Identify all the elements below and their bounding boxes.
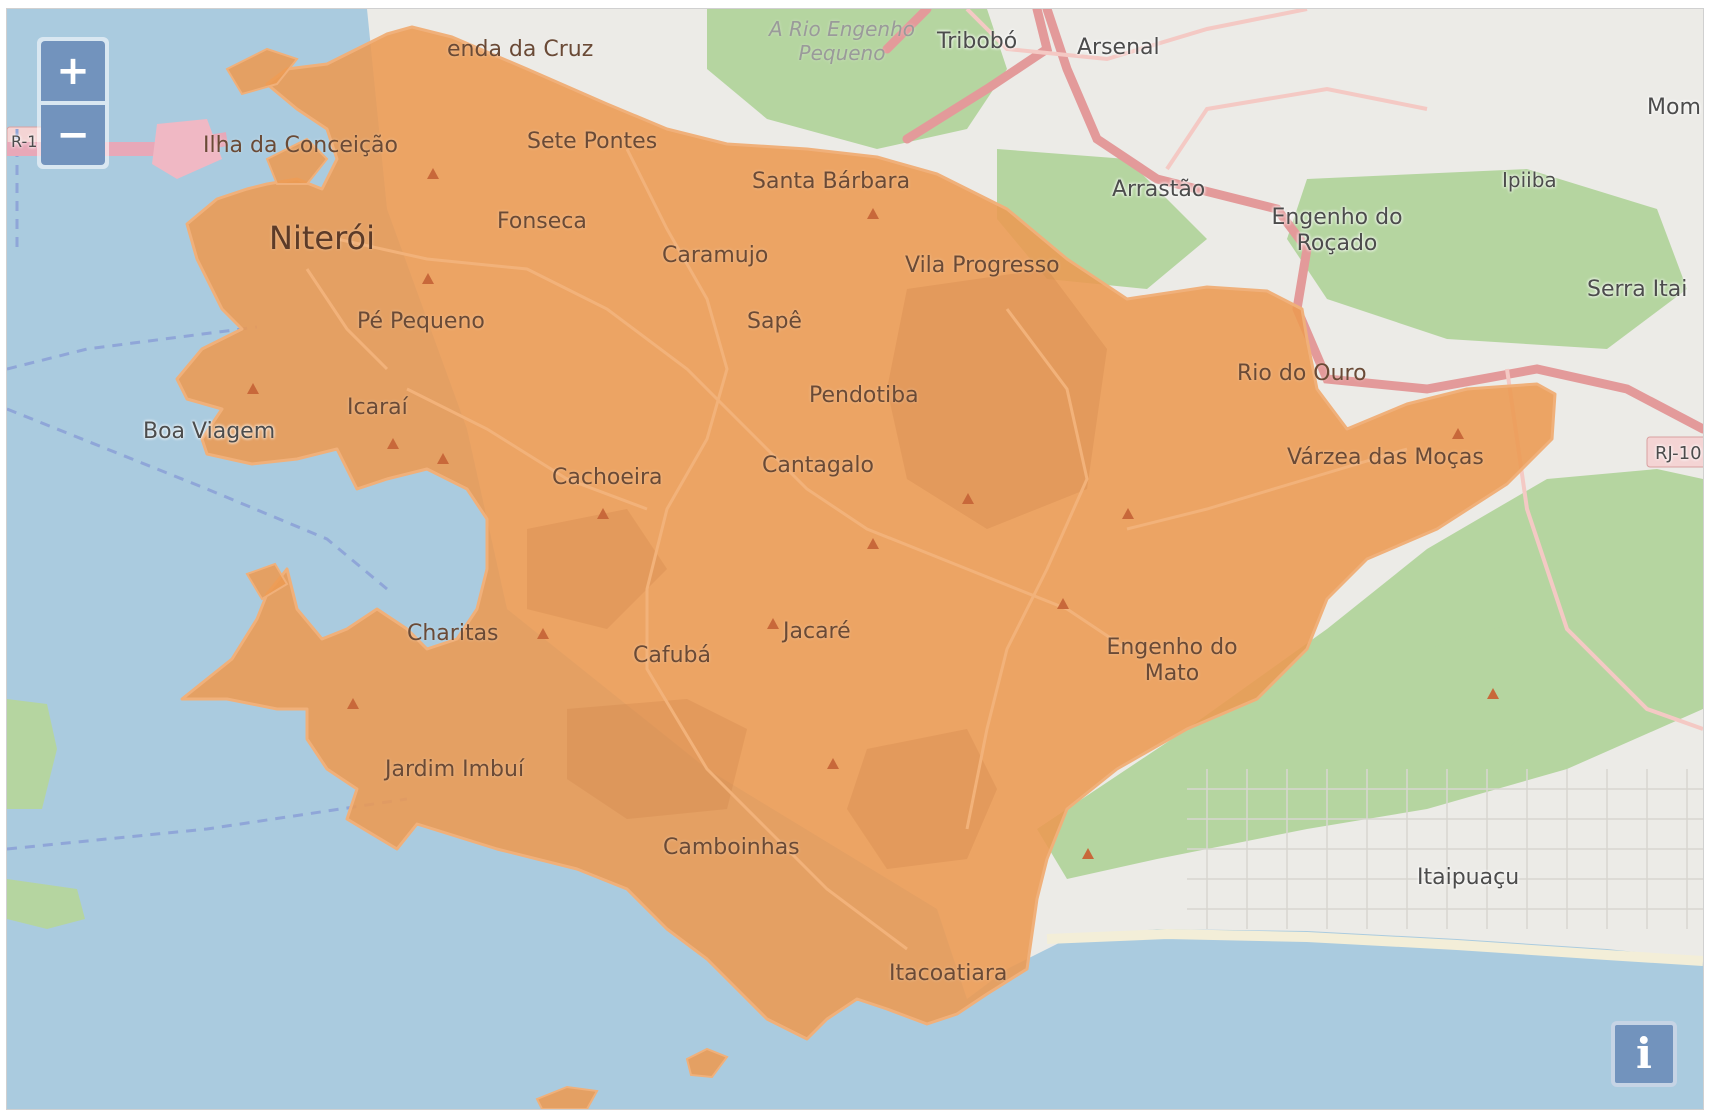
place-label: Engenho do Roçado — [1271, 205, 1403, 256]
highlighted-region-piece[interactable] — [535, 1085, 599, 1109]
primary-roads — [882, 9, 1703, 434]
island-vegetation — [7, 879, 85, 929]
highlighted-region-piece[interactable] — [225, 47, 299, 96]
vegetation-area — [1427, 619, 1567, 749]
place-label: Cafubá — [633, 643, 711, 668]
place-label: Serra Itai — [1587, 277, 1688, 302]
place-label: Engenho do Mato — [1106, 635, 1238, 686]
place-label: Camboinhas — [663, 835, 800, 860]
place-label: Jacaré — [783, 619, 851, 644]
zoom-in-button[interactable]: + — [41, 41, 105, 101]
highway-label: R-1 — [11, 132, 38, 151]
island-vegetation — [7, 699, 57, 809]
place-label: Pendotiba — [809, 383, 919, 408]
place-label: A Rio Engenho Pequeno — [769, 17, 915, 65]
place-label: Várzea das Moças — [1287, 445, 1484, 470]
place-label: Tribobó — [937, 29, 1018, 54]
highway-label: RJ-10 — [1655, 443, 1702, 464]
place-label: Itaipuaçu — [1417, 865, 1520, 890]
info-button[interactable]: i — [1611, 1021, 1677, 1087]
highlighted-region-piece[interactable] — [245, 562, 289, 601]
highway-shield-right — [1646, 436, 1703, 468]
highlighted-region-piece[interactable] — [685, 1047, 729, 1079]
map-viewport[interactable]: enda da Cruz A Rio Engenho Pequeno Tribo… — [6, 8, 1704, 1110]
place-label: enda da Cruz — [447, 37, 594, 62]
place-label: Cachoeira — [552, 465, 663, 490]
place-label: Sapê — [747, 309, 802, 334]
map-canvas[interactable] — [7, 9, 1703, 1109]
place-label: Cantagalo — [762, 453, 874, 478]
place-label: Jardim Imbuí — [385, 757, 525, 782]
zoom-out-button[interactable]: − — [41, 105, 105, 165]
urban-grid — [1187, 769, 1703, 929]
highlighted-region-piece[interactable] — [265, 137, 329, 185]
place-label: Sete Pontes — [527, 129, 658, 154]
place-label: Pé Pequeno — [357, 309, 485, 334]
place-label: Itacoatiara — [889, 961, 1008, 986]
place-label: Arrastão — [1112, 177, 1206, 202]
region-roads — [305, 148, 1408, 951]
vegetation-area — [1037, 469, 1703, 879]
highlighted-region-niteroi[interactable] — [175, 25, 1557, 1041]
place-label: Boa Viagem — [143, 419, 276, 444]
place-label: Ipiiba — [1502, 168, 1557, 192]
bridge-island — [152, 119, 222, 179]
vegetation-area — [707, 9, 1007, 149]
beach-strip — [1046, 928, 1703, 966]
place-label: Arsenal — [1077, 35, 1160, 60]
place-label: Santa Bárbara — [752, 169, 911, 194]
place-label: Icaraí — [347, 395, 408, 420]
vegetation-area — [1287, 169, 1687, 349]
city-label-niteroi: Niterói — [269, 219, 375, 257]
place-label: Ilha da Conceição — [203, 133, 399, 158]
peak-markers — [247, 168, 1499, 859]
place-label: Fonseca — [497, 209, 587, 234]
place-label: Vila Progresso — [905, 253, 1060, 278]
terrain-shading — [527, 269, 1107, 869]
zoom-control: + − — [37, 37, 109, 169]
place-label: Rio do Ouro — [1237, 361, 1367, 386]
place-label: Caramujo — [662, 243, 769, 268]
place-label: Mom — [1647, 95, 1701, 120]
place-label: Charitas — [407, 621, 499, 646]
